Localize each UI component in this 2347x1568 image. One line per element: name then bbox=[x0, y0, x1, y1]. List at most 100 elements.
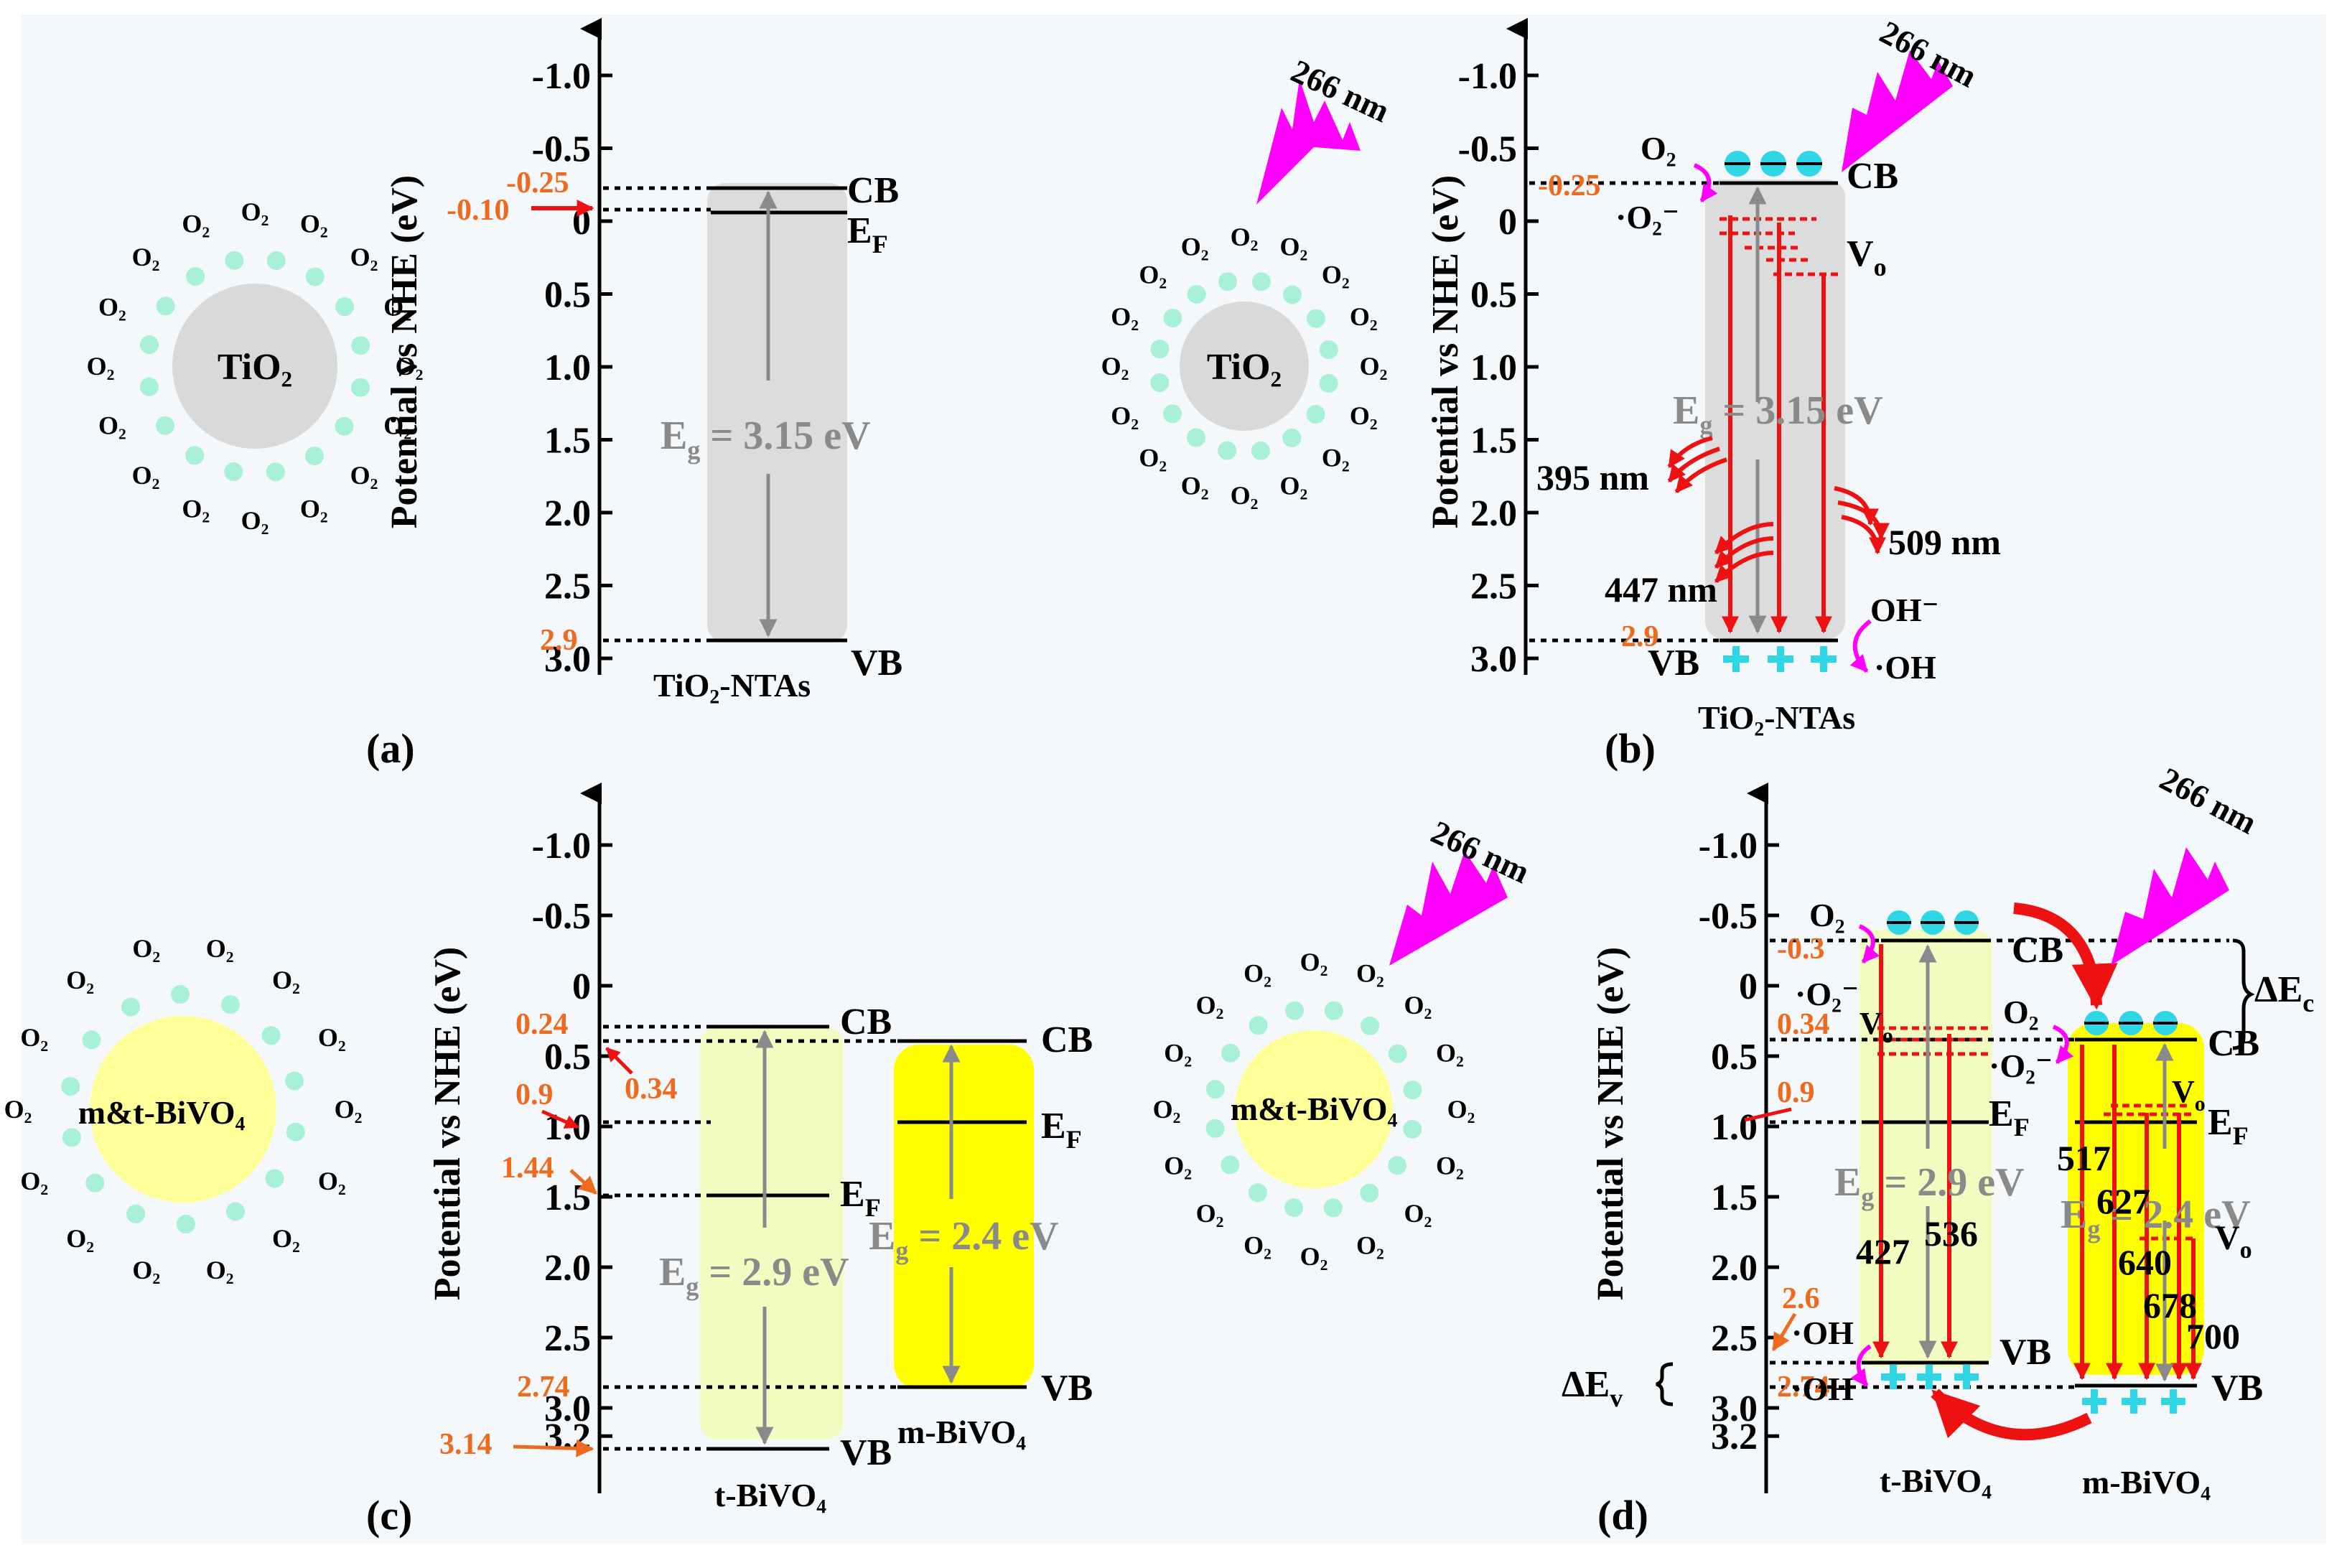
o2-molecule-label: O₂ bbox=[1322, 443, 1350, 472]
o2-dot bbox=[155, 416, 174, 435]
o2-dot bbox=[62, 1128, 81, 1147]
o2-dot bbox=[1248, 1183, 1267, 1203]
o2-molecule-label: O₂ bbox=[272, 966, 300, 994]
orange-label-c-3: 1.44 bbox=[501, 1152, 554, 1185]
tick-label-b-1: -0.5 bbox=[1458, 129, 1517, 170]
o2-dot bbox=[1186, 428, 1205, 447]
o2-molecule-label: O₂ bbox=[1279, 471, 1307, 500]
t-vo-label-d: Vo bbox=[1860, 1006, 1893, 1047]
o2-molecule-label: O₂ bbox=[132, 461, 160, 490]
o2-dot bbox=[1360, 1183, 1379, 1203]
o2-dot bbox=[266, 462, 285, 482]
o2-dot bbox=[1251, 272, 1271, 291]
bivo4-particle-c: m&t-BiVO₄ bbox=[78, 1016, 276, 1203]
o2-molecule-label: O₂ bbox=[1153, 1095, 1181, 1124]
tick-label-c-6: 2.0 bbox=[544, 1248, 591, 1289]
orange-label-c-5: 3.14 bbox=[439, 1428, 493, 1461]
o2-dot bbox=[1307, 309, 1326, 328]
emission-536: 536 bbox=[1924, 1213, 1978, 1254]
o2-molecule-label: O₂ bbox=[1101, 352, 1129, 381]
tick-label-d-5: 1.5 bbox=[1711, 1177, 1758, 1218]
o2-dot bbox=[1221, 1043, 1240, 1063]
o2-molecule-label: O₂ bbox=[1436, 1039, 1464, 1068]
tick-label-c-0: -1.0 bbox=[532, 826, 591, 867]
o2-molecule-label: O₂ bbox=[272, 1224, 300, 1253]
o2-dot bbox=[1324, 1001, 1343, 1020]
o2-dot bbox=[186, 266, 205, 286]
o2-molecule-label: O₂ bbox=[132, 243, 160, 271]
o2-molecule-label: O₂ bbox=[300, 495, 328, 523]
t-ef-label-d: EF bbox=[1989, 1093, 2030, 1142]
orange-label-d-3: 2.6 bbox=[1782, 1282, 1820, 1315]
tio2-particle-circle bbox=[172, 284, 337, 449]
m-ef-label-c: EF bbox=[1041, 1106, 1082, 1154]
o2-molecule-label: O₂ bbox=[132, 1256, 160, 1284]
o2-dot bbox=[220, 995, 240, 1014]
tick-label-b-0: -1.0 bbox=[1458, 56, 1517, 97]
delta-ec-brace bbox=[2232, 938, 2255, 1050]
tick-label-c-1: -0.5 bbox=[532, 896, 591, 937]
emission-627: 627 bbox=[2096, 1181, 2150, 1221]
tick-label-b-7: 2.5 bbox=[1470, 566, 1517, 607]
t-vb-label-c: VB bbox=[840, 1432, 892, 1473]
panel-c: m&t-BiVO₄ O₂ O₂ O₂ O₂ O₂ O₂ O₂ O₂ O₂ O₂ O₂ O₂ O₂ O₂ -… bbox=[4, 783, 1093, 1539]
laser-icon-b-2 bbox=[1842, 50, 1953, 172]
tick-label-a-0: -1.0 bbox=[532, 56, 591, 97]
o2-reduction-arrow-d-1 bbox=[1858, 924, 1880, 963]
o2-molecule-label: O₂ bbox=[1404, 991, 1432, 1019]
tick-label-c-9: 3.2 bbox=[544, 1417, 591, 1457]
o2-molecule-label: O₂ bbox=[1244, 1231, 1272, 1259]
o2-dot bbox=[266, 251, 286, 270]
o2-molecule-label: O₂ bbox=[1279, 233, 1307, 261]
o2-dot bbox=[1251, 441, 1270, 460]
o2-dot bbox=[305, 267, 325, 286]
delta-ev-label: ΔEv bbox=[1562, 1364, 1623, 1412]
oh-radical-d-2: ·OH bbox=[1791, 1371, 1854, 1407]
m-bivo4-band-d bbox=[2068, 1023, 2204, 1375]
emission-640: 640 bbox=[2118, 1242, 2172, 1282]
o2-molecule-label: O₂ bbox=[350, 243, 378, 271]
tick-label-c-7: 2.5 bbox=[544, 1318, 591, 1359]
o2-dot bbox=[1283, 285, 1302, 304]
o2-molecule-label: O₂ bbox=[182, 495, 210, 523]
o2-ring-c: O₂ O₂ O₂ O₂ O₂ O₂ O₂ O₂ O₂ O₂ O₂ O₂ O₂ O₂ bbox=[4, 934, 363, 1284]
holes-b bbox=[1723, 646, 1837, 672]
vb-label-a: VB bbox=[851, 643, 902, 683]
m-vv-label-d: Vo bbox=[2172, 1074, 2206, 1116]
sample-label-a: TiO₂-NTAs bbox=[653, 667, 811, 704]
o2-molecule-label: O₂ bbox=[98, 293, 126, 322]
tick-label-b-5: 1.5 bbox=[1470, 421, 1517, 462]
o2-dot bbox=[1319, 373, 1338, 393]
o2-molecule-label: O₂ bbox=[383, 293, 411, 322]
o2-species-d-2: O₂ bbox=[2003, 994, 2039, 1030]
oh-oxidation-arrow-d bbox=[1850, 1344, 1872, 1387]
tick-label-b-4: 1.0 bbox=[1470, 347, 1517, 388]
laser-icon-d-2 bbox=[2111, 847, 2229, 966]
dotted-levels-c bbox=[603, 1025, 897, 1451]
t-ef-label-c: EF bbox=[840, 1174, 881, 1222]
o2-dot bbox=[1218, 272, 1238, 291]
orange-label-c-4: 2.74 bbox=[517, 1371, 570, 1404]
o2-reduction-arrow-b bbox=[1693, 163, 1718, 202]
tick-label-c-4: 1.0 bbox=[544, 1107, 591, 1148]
laser-icon-b-1 bbox=[1256, 79, 1361, 205]
tio2-particle-a: TiO₂ bbox=[172, 284, 337, 449]
orange-label-d-1: 0.34 bbox=[1777, 1008, 1830, 1041]
delta-ev-brace bbox=[1656, 1362, 1674, 1406]
m-vb-label-d: VB bbox=[2211, 1368, 2263, 1409]
arrow-314-c bbox=[513, 1439, 594, 1457]
o2-molecule-label: O₂ bbox=[1231, 223, 1259, 251]
panel-letter-d: (d) bbox=[1597, 1492, 1648, 1539]
o2-molecule-label: O₂ bbox=[1360, 352, 1388, 381]
wavy-emissions-b bbox=[1667, 436, 1890, 584]
o2-dot bbox=[1282, 429, 1302, 448]
o2-dot bbox=[171, 985, 190, 1004]
o2-molecule-label: O₂ bbox=[241, 506, 269, 535]
o2-molecule-label: O₂ bbox=[1139, 261, 1167, 289]
o2-dot bbox=[286, 1122, 305, 1142]
oh-minus-b: OH⁻ bbox=[1870, 592, 1939, 628]
vb-label-b: VB bbox=[1648, 643, 1699, 683]
